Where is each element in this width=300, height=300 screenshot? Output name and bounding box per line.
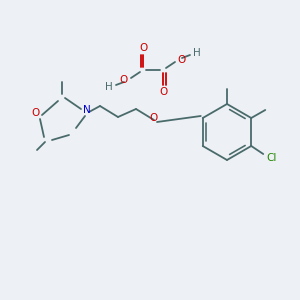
Text: H: H xyxy=(105,82,113,92)
Text: O: O xyxy=(178,55,186,65)
Text: O: O xyxy=(159,87,167,97)
Text: N: N xyxy=(83,105,91,115)
Text: O: O xyxy=(139,43,147,53)
Text: H: H xyxy=(193,48,201,58)
Text: O: O xyxy=(120,75,128,85)
Text: Cl: Cl xyxy=(266,153,276,163)
Text: O: O xyxy=(150,113,158,123)
Text: O: O xyxy=(32,108,40,118)
